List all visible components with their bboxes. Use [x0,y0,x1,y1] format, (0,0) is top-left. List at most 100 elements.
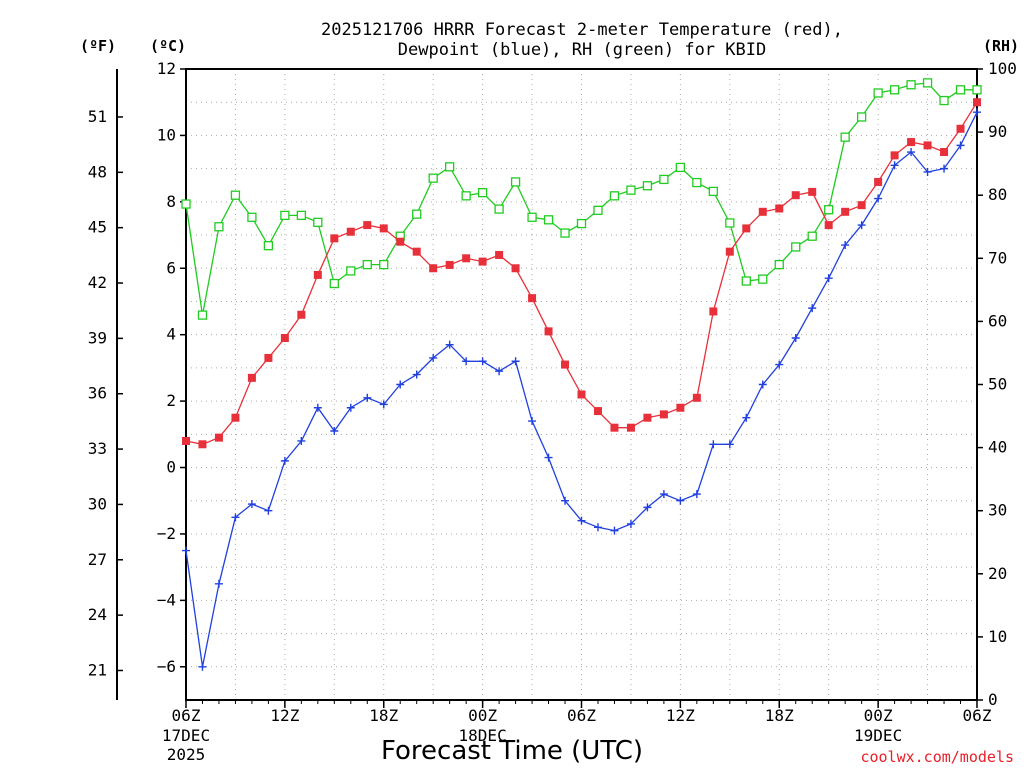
rh-point [379,259,389,270]
rh-tick-label: 0 [988,690,998,709]
dewpoint-point [330,426,339,435]
dewpoint-point [890,161,899,170]
rh-point [412,209,422,219]
temperature-point [462,254,471,263]
rh-point [527,212,537,222]
celsius-tick-label: 8 [166,192,176,211]
rh-point [593,205,603,215]
dewpoint-point [182,546,190,555]
rh-point [889,85,900,95]
dewpoint-point [561,496,570,505]
dewpoint-point [264,506,273,515]
temperature-point [593,407,602,416]
fahrenheit-tick-label: 27 [88,550,107,569]
fahrenheit-tick-label: 21 [88,660,107,679]
rh-tick-label: 40 [988,438,1007,457]
dewpoint-point [874,194,883,203]
dewpoint-point [478,357,487,366]
celsius-tick-label: −4 [157,590,176,609]
dewpoint-point [775,360,784,369]
dewpoint-point [643,503,652,512]
dewpoint-point [940,164,949,173]
dewpoint-point [725,440,734,449]
axis-ticks: −6−4−20246810122124273033363942454851010… [88,59,1017,764]
temperature-point [346,227,355,236]
rh-point [247,212,257,222]
x-tick-label: 12Z [666,706,695,725]
rh-point [560,228,570,238]
temperature-point [907,138,916,147]
temperature-point [923,141,932,150]
dewpoint-point [824,274,833,283]
temperature-point [429,264,438,273]
dewpoint-point [429,353,438,362]
rh-point [758,274,768,284]
fahrenheit-tick-label: 42 [88,273,107,292]
rh-point [263,241,274,251]
rh-point [313,217,323,227]
rh-point [972,85,982,95]
temperature-point [973,98,981,107]
rh-point [741,276,751,286]
celsius-tick-label: 12 [157,59,176,78]
temperature-point [330,234,339,243]
dewpoint-point [544,453,553,462]
fahrenheit-tick-label: 39 [88,328,107,347]
dewpoint-series [182,108,981,671]
temperature-point [247,373,256,382]
temperature-point [280,334,289,343]
rh-point [922,78,933,88]
dewpoint-point [791,334,800,343]
temperature-point [544,327,553,336]
fahrenheit-tick-label: 51 [88,107,107,126]
dewpoint-point [247,500,256,509]
temperature-point [758,207,767,216]
rh-point [840,132,850,142]
temperature-point [626,423,635,432]
dewpoint-point [973,108,981,117]
dewpoint-point [907,148,916,157]
dewpoint-point [363,393,372,402]
rh-point [576,218,587,229]
temperature-point [676,403,685,412]
temperature-point [363,221,372,230]
dewpoint-point [577,516,586,525]
dewpoint-point [297,436,306,445]
celsius-tick-label: 0 [166,458,176,477]
rh-point [609,191,620,201]
fahrenheit-tick-label: 48 [88,162,107,181]
temperature-point [956,124,965,133]
temperature-point [775,204,784,213]
dewpoint-point [857,221,866,230]
series-lines [181,78,982,671]
rh-point [197,310,208,320]
credit-label: coolwx.com/models [860,748,1014,766]
dewpoint-point [758,380,767,389]
temperature-point [874,177,883,186]
dewpoint-point [528,417,537,426]
temperature-point [725,247,734,256]
rh-point [725,218,735,228]
dewpoint-point [956,141,965,150]
fahrenheit-tick-label: 36 [88,384,107,403]
dewpoint-point [626,519,635,528]
grid-lines [186,69,977,700]
dewpoint-point [692,490,701,499]
fahrenheit-tick-label: 30 [88,494,107,513]
x-tick-date-label: 18DEC [459,726,507,745]
rh-tick-label: 50 [988,375,1007,394]
dewpoint-point [659,490,668,499]
dewpoint-point [198,662,207,671]
temperature-point [841,207,850,216]
rh-point [642,181,653,191]
dewpoint-point [676,496,685,505]
temperature-point [791,191,800,200]
dewpoint-point [808,304,817,313]
rh-point [955,85,966,95]
x-tick-label: 06Z [172,706,201,725]
x-tick-label: 06Z [567,706,596,725]
x-tick-label: 00Z [468,706,497,725]
dewpoint-point [379,400,388,409]
dewpoint-point [280,456,289,465]
